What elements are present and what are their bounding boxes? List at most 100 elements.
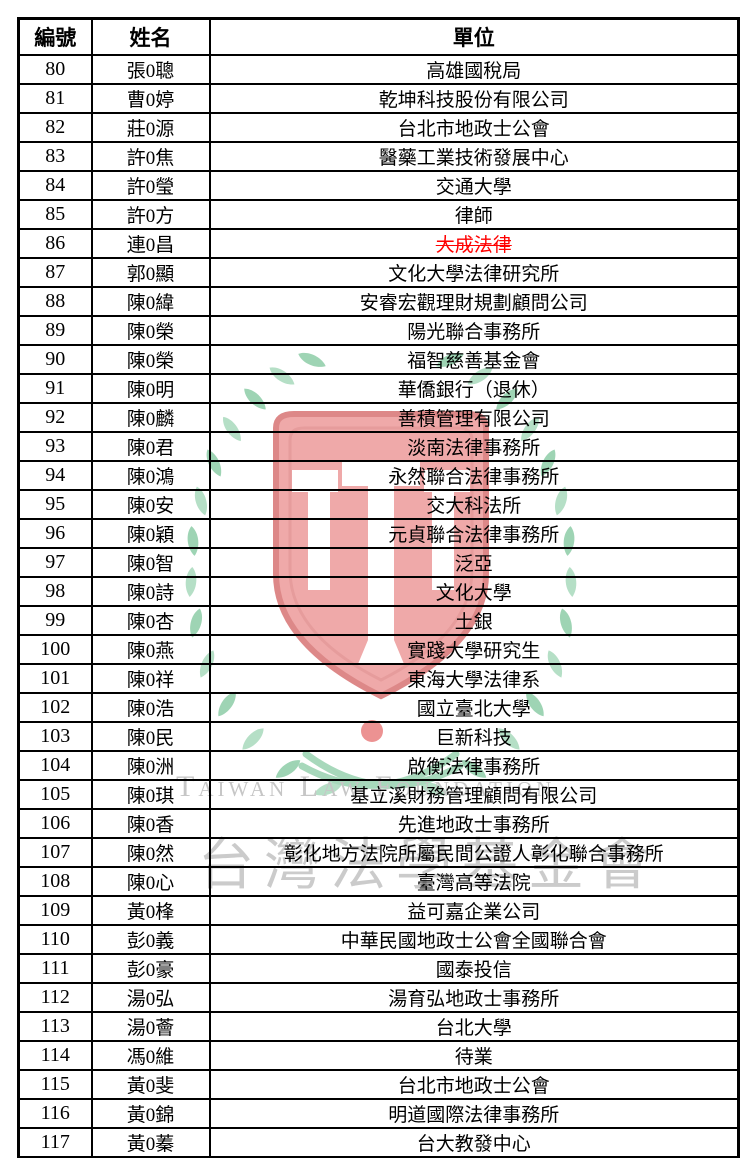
cell-name: 陳0民 bbox=[90, 721, 211, 752]
table-row: 83 許0焦 醫藥工業技術發展中心 bbox=[17, 141, 740, 172]
table-row: 107 陳0然 彰化地方法院所屬民間公證人彰化聯合事務所 bbox=[17, 837, 740, 868]
cell-name: 陳0鴻 bbox=[90, 460, 211, 491]
cell-name: 許0方 bbox=[90, 199, 211, 230]
table-row: 106 陳0香 先進地政士事務所 bbox=[17, 808, 740, 839]
table-row: 94 陳0鴻 永然聯合法律事務所 bbox=[17, 460, 740, 491]
table-row: 88 陳0緯 安睿宏觀理財規劃顧問公司 bbox=[17, 286, 740, 317]
cell-unit: 永然聯合法律事務所 bbox=[208, 460, 740, 491]
cell-unit: 湯育弘地政士事務所 bbox=[208, 982, 740, 1013]
cell-name: 彭0豪 bbox=[90, 953, 211, 984]
table-row: 105 陳0琪 基立溪財務管理顧問有限公司 bbox=[17, 779, 740, 810]
cell-number: 83 bbox=[17, 141, 93, 172]
cell-name: 陳0智 bbox=[90, 547, 211, 578]
cell-number: 80 bbox=[17, 54, 93, 85]
cell-unit: 乾坤科技股份有限公司 bbox=[208, 83, 740, 114]
cell-number: 107 bbox=[17, 837, 93, 868]
cell-unit: 實踐大學研究生 bbox=[208, 634, 740, 665]
cell-number: 96 bbox=[17, 518, 93, 549]
table-row: 108 陳0心 臺灣高等法院 bbox=[17, 866, 740, 897]
table-row: 117 黃0蓁 台大教發中心 bbox=[17, 1127, 740, 1158]
cell-number: 106 bbox=[17, 808, 93, 839]
cell-number: 109 bbox=[17, 895, 93, 926]
cell-unit: 國泰投信 bbox=[208, 953, 740, 984]
cell-name: 陳0琪 bbox=[90, 779, 211, 810]
cell-unit: 台大教發中心 bbox=[208, 1127, 740, 1158]
table-row: 85 許0方 律師 bbox=[17, 199, 740, 230]
cell-unit: 華僑銀行（退休） bbox=[208, 373, 740, 404]
table-row: 102 陳0浩 國立臺北大學 bbox=[17, 692, 740, 723]
table-row: 90 陳0榮 福智慈善基金會 bbox=[17, 344, 740, 375]
cell-number: 98 bbox=[17, 576, 93, 607]
cell-name: 彭0義 bbox=[90, 924, 211, 955]
table-row: 115 黃0斐 台北市地政士公會 bbox=[17, 1069, 740, 1100]
table-row: 87 郭0顯 文化大學法律研究所 bbox=[17, 257, 740, 288]
table-row: 96 陳0穎 元貞聯合法律事務所 bbox=[17, 518, 740, 549]
header-number: 編號 bbox=[17, 17, 93, 56]
cell-number: 88 bbox=[17, 286, 93, 317]
cell-name: 郭0顯 bbox=[90, 257, 211, 288]
table-row: 110 彭0義 中華民國地政士公會全國聯合會 bbox=[17, 924, 740, 955]
cell-name: 曹0婷 bbox=[90, 83, 211, 114]
cell-name: 陳0榮 bbox=[90, 344, 211, 375]
table-row: 99 陳0杏 土銀 bbox=[17, 605, 740, 636]
cell-unit: 台北大學 bbox=[208, 1011, 740, 1042]
cell-number: 112 bbox=[17, 982, 93, 1013]
cell-name: 許0瑩 bbox=[90, 170, 211, 201]
cell-name: 陳0麟 bbox=[90, 402, 211, 433]
cell-name: 陳0詩 bbox=[90, 576, 211, 607]
cell-number: 92 bbox=[17, 402, 93, 433]
cell-name: 陳0浩 bbox=[90, 692, 211, 723]
cell-unit: 國立臺北大學 bbox=[208, 692, 740, 723]
cell-number: 101 bbox=[17, 663, 93, 694]
cell-number: 115 bbox=[17, 1069, 93, 1100]
cell-unit: 中華民國地政士公會全國聯合會 bbox=[208, 924, 740, 955]
cell-unit: 明道國際法律事務所 bbox=[208, 1098, 740, 1129]
table-row: 103 陳0民 巨新科技 bbox=[17, 721, 740, 752]
cell-name: 陳0燕 bbox=[90, 634, 211, 665]
table-row: 81 曹0婷 乾坤科技股份有限公司 bbox=[17, 83, 740, 114]
cell-number: 103 bbox=[17, 721, 93, 752]
cell-unit: 巨新科技 bbox=[208, 721, 740, 752]
cell-number: 90 bbox=[17, 344, 93, 375]
cell-unit: 泛亞 bbox=[208, 547, 740, 578]
cell-unit: 交大科法所 bbox=[208, 489, 740, 520]
table-row: 116 黃0錦 明道國際法律事務所 bbox=[17, 1098, 740, 1129]
cell-unit: 善積管理有限公司 bbox=[208, 402, 740, 433]
cell-name: 陳0洲 bbox=[90, 750, 211, 781]
cell-unit: 台北市地政士公會 bbox=[208, 1069, 740, 1100]
cell-name: 陳0緯 bbox=[90, 286, 211, 317]
cell-unit: 文化大學 bbox=[208, 576, 740, 607]
cell-unit: 律師 bbox=[208, 199, 740, 230]
cell-unit: 彰化地方法院所屬民間公證人彰化聯合事務所 bbox=[208, 837, 740, 868]
cell-number: 85 bbox=[17, 199, 93, 230]
cell-number: 97 bbox=[17, 547, 93, 578]
cell-number: 94 bbox=[17, 460, 93, 491]
cell-name: 莊0源 bbox=[90, 112, 211, 143]
table-row: 93 陳0君 淡南法律事務所 bbox=[17, 431, 740, 462]
cell-number: 81 bbox=[17, 83, 93, 114]
cell-number: 93 bbox=[17, 431, 93, 462]
cell-number: 99 bbox=[17, 605, 93, 636]
cell-number: 104 bbox=[17, 750, 93, 781]
cell-number: 117 bbox=[17, 1127, 93, 1158]
cell-unit: 文化大學法律研究所 bbox=[208, 257, 740, 288]
cell-name: 陳0香 bbox=[90, 808, 211, 839]
table-row: 112 湯0弘 湯育弘地政士事務所 bbox=[17, 982, 740, 1013]
cell-unit: 東海大學法律系 bbox=[208, 663, 740, 694]
cell-number: 114 bbox=[17, 1040, 93, 1071]
table-row: 82 莊0源 台北市地政士公會 bbox=[17, 112, 740, 143]
cell-name: 陳0祥 bbox=[90, 663, 211, 694]
header-unit: 單位 bbox=[208, 17, 740, 56]
table-row: 101 陳0祥 東海大學法律系 bbox=[17, 663, 740, 694]
cell-name: 黃0斐 bbox=[90, 1069, 211, 1100]
cell-name: 黃0桻 bbox=[90, 895, 211, 926]
cell-number: 111 bbox=[17, 953, 93, 984]
cell-name: 馮0維 bbox=[90, 1040, 211, 1071]
table-row: 104 陳0洲 啟衡法律事務所 bbox=[17, 750, 740, 781]
cell-name: 陳0君 bbox=[90, 431, 211, 462]
cell-number: 108 bbox=[17, 866, 93, 897]
header-row: 編號 姓名 單位 bbox=[17, 17, 740, 56]
cell-unit: 台北市地政士公會 bbox=[208, 112, 740, 143]
cell-name: 陳0安 bbox=[90, 489, 211, 520]
table-row: 98 陳0詩 文化大學 bbox=[17, 576, 740, 607]
